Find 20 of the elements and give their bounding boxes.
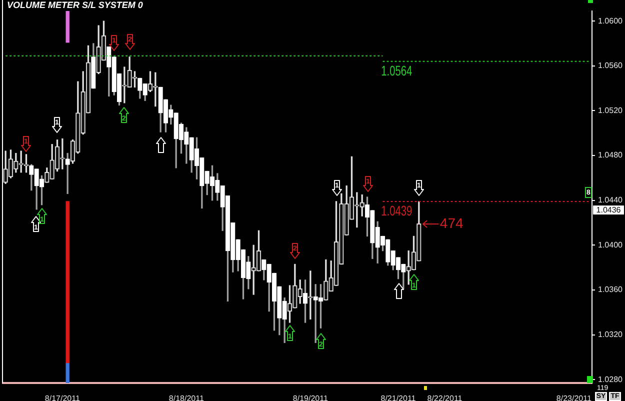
y-tick-label: 1.0360 <box>598 285 624 294</box>
x-tick-label: 8/21/2011 <box>380 394 416 401</box>
y-tick-label: 1.0560 <box>598 61 624 70</box>
x-tick-label: 8/19/2011 <box>292 394 328 401</box>
x-tick-label: 8/22/2011 <box>427 394 463 401</box>
annotation: 1.0439 <box>381 202 412 219</box>
y-tick-label: 1.0480 <box>598 150 624 160</box>
x-tick-label: 8/23/2011 <box>556 394 592 401</box>
chart-title: VOLUME METER S/L SYSTEM 0 <box>7 0 143 10</box>
annotation: 1.0564 <box>381 62 412 79</box>
y-tick-label: 1.0320 <box>598 330 624 340</box>
y-tick-label: 1.0520 <box>598 106 624 115</box>
x-tick-label: 8/17/2011 <box>44 394 80 401</box>
y-tick-label: 1.0440 <box>598 196 624 205</box>
y-tick-label: 1.0280 <box>598 374 624 384</box>
x-tick-label: 8/18/2011 <box>168 394 204 401</box>
annotation: 474 <box>440 214 464 231</box>
y-tick-label: 1.0600 <box>598 16 624 26</box>
text: 1.0436 <box>596 206 622 215</box>
y-tick-label: 1.0400 <box>598 240 624 250</box>
